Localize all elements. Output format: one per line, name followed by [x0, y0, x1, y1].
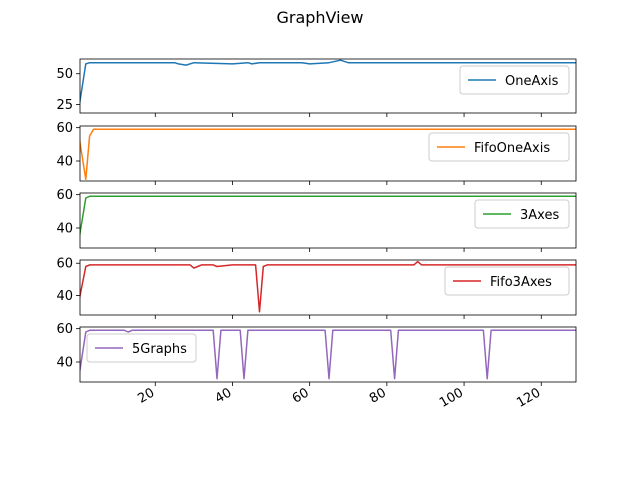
axes-frame: [79, 192, 577, 249]
y-tick-label: 60: [56, 121, 73, 136]
legend-label: Fifo3Axes: [490, 275, 552, 290]
series-line-5Graphs: [80, 329, 576, 380]
series-line-Fifo3Axes: [80, 260, 576, 313]
legend-box: [444, 266, 570, 296]
subplot-3: 40 60 3Axes: [56, 188, 577, 252]
y-tick-label: 60: [56, 322, 73, 337]
axes-frame: [79, 58, 577, 114]
legend-box: [459, 65, 570, 95]
series-line-OneAxis: [80, 59, 576, 106]
legend: OneAxis: [459, 65, 570, 95]
legend: Fifo3Axes: [444, 266, 570, 296]
subplot-1: 25 50 OneAxis: [56, 58, 577, 117]
figure-title: GraphView: [276, 8, 363, 27]
y-tick-label: 25: [56, 98, 73, 113]
axes-frame: [79, 326, 577, 383]
x-tick-label: 60: [290, 385, 312, 406]
y-tick-label: 40: [56, 155, 73, 170]
legend-box: [86, 333, 197, 363]
legend: FifoOneAxis: [428, 132, 570, 162]
legend-label: 5Graphs: [132, 342, 187, 357]
y-tick-label: 40: [56, 356, 73, 371]
x-tick-label: 120: [514, 385, 543, 410]
x-tick-label: 40: [213, 385, 235, 406]
subplot-2: 40 60 FifoOneAxis: [56, 121, 577, 185]
x-tick-label: 100: [437, 385, 466, 410]
legend-label: OneAxis: [505, 74, 559, 89]
legend-box: [428, 132, 570, 162]
axes-frame: [79, 259, 577, 316]
y-tick-label: 60: [56, 257, 73, 272]
legend-label: FifoOneAxis: [474, 141, 550, 156]
legend-label: 3Axes: [520, 208, 559, 223]
axes-frame: [79, 125, 577, 182]
subplot-4: 40 60 Fifo3Axes: [56, 257, 577, 319]
y-tick-label: 50: [56, 67, 73, 82]
series-line-3Axes: [80, 195, 576, 238]
y-tick-label: 40: [56, 222, 73, 237]
y-tick-label: 40: [56, 289, 73, 304]
series-line-FifoOneAxis: [80, 128, 576, 181]
subplot-5: 40 60 20 40 60 80 100 120 5Graphs: [56, 322, 577, 411]
x-tick-label: 80: [367, 385, 389, 406]
legend: 3Axes: [474, 199, 570, 229]
x-tick-label: 20: [135, 385, 157, 406]
y-tick-label: 60: [56, 188, 73, 203]
legend: 5Graphs: [86, 333, 197, 363]
legend-box: [474, 199, 570, 229]
